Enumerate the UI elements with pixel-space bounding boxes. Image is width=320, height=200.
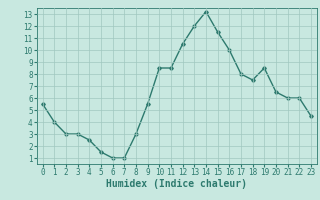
X-axis label: Humidex (Indice chaleur): Humidex (Indice chaleur): [106, 179, 247, 189]
